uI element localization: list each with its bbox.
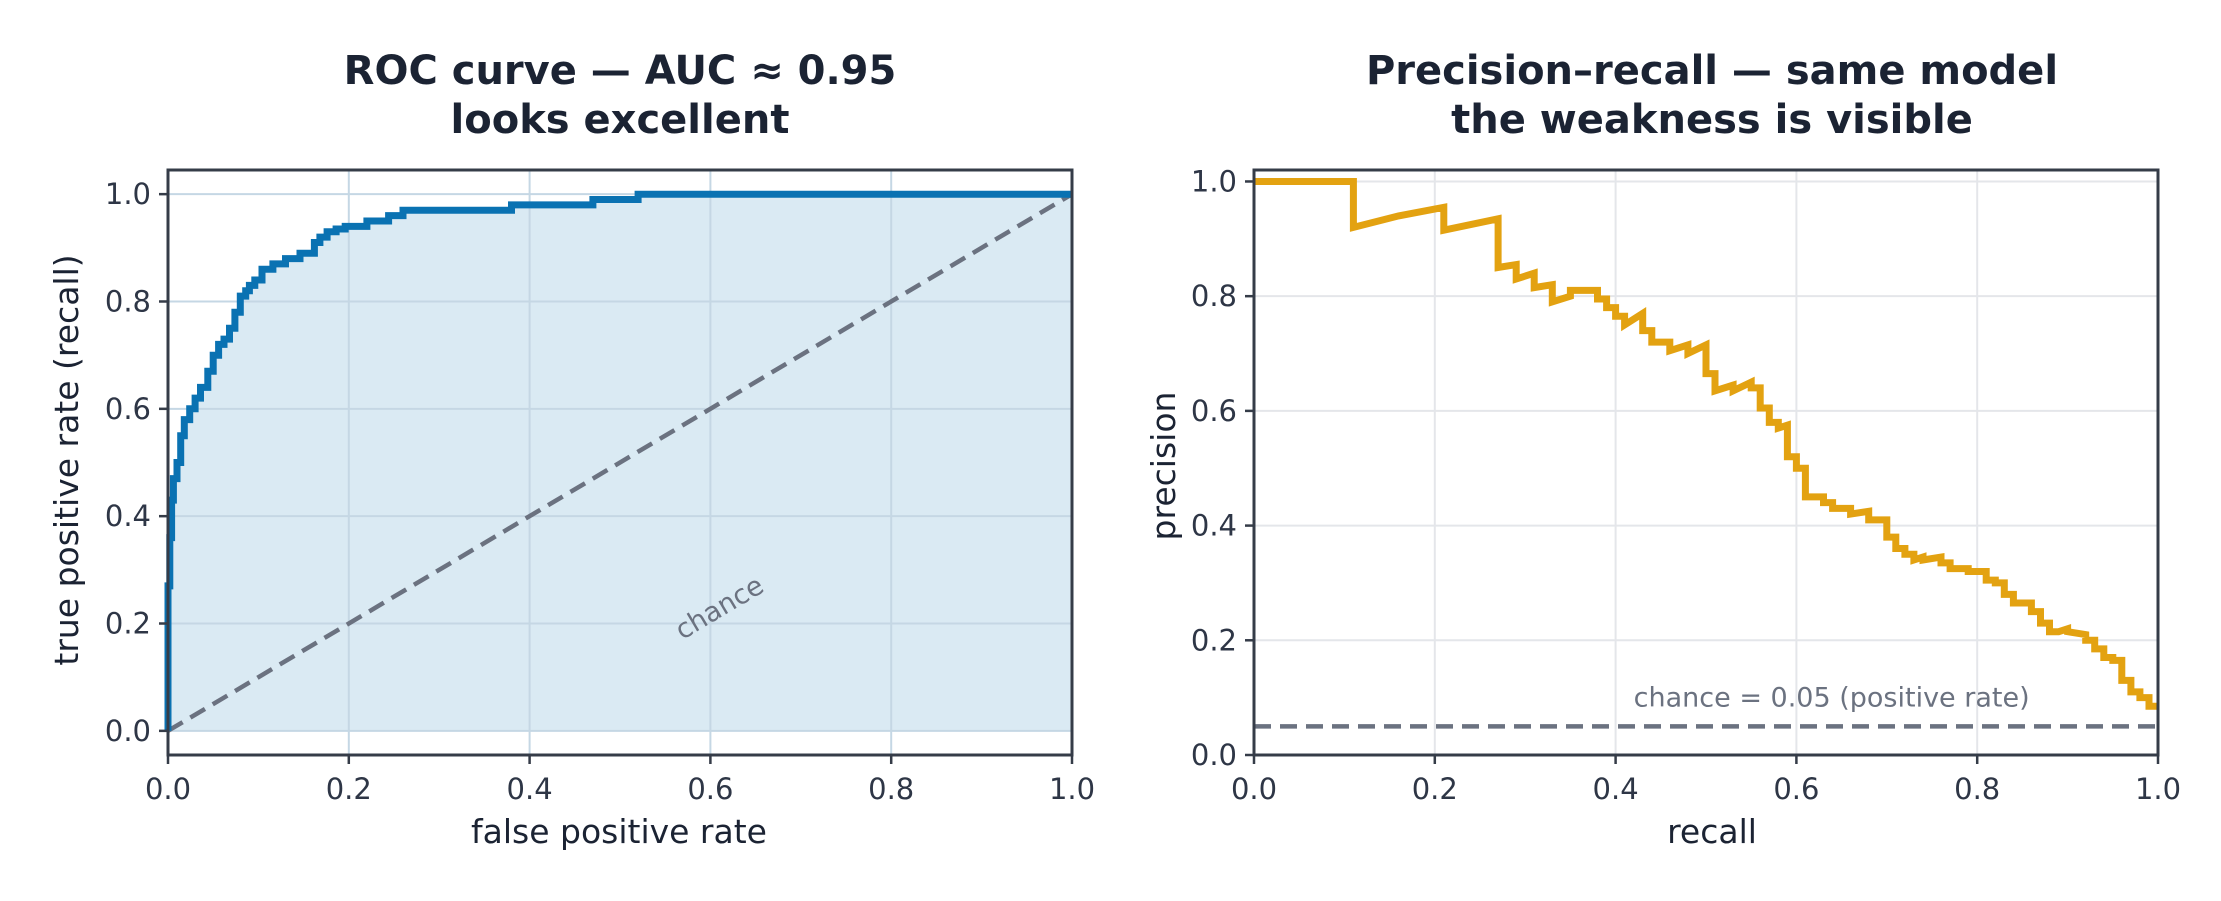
roc-y-axis: 0.0 0.2 0.4 0.6 0.8 1.0 — [105, 177, 168, 748]
y-tick-label: 0.8 — [1191, 279, 1237, 313]
x-tick-label: 0.4 — [1593, 772, 1639, 806]
roc-curve-line — [164, 190, 1072, 731]
x-tick-label: 0.2 — [1412, 772, 1458, 806]
y-tick-label: 0.4 — [1191, 509, 1237, 543]
x-tick-label: 0.6 — [1773, 772, 1819, 806]
pr-x-axis: 0.0 0.2 0.4 0.6 0.8 1.0 — [1231, 755, 2181, 806]
roc-chart: ROC curve — AUC ≈ 0.95 looks excellent c… — [47, 48, 1095, 851]
pr-chance-label: chance = 0.05 (positive rate) — [1634, 682, 2030, 713]
x-tick-label: 0.8 — [868, 772, 914, 806]
pr-gridlines — [1254, 170, 2158, 756]
pr-x-axis-label: recall — [1667, 812, 1757, 851]
roc-x-axis: 0.0 0.2 0.4 0.6 0.8 1.0 — [145, 755, 1095, 806]
roc-plot-frame — [166, 168, 1074, 757]
x-tick-label: 0.0 — [145, 772, 191, 806]
roc-subtitle: looks excellent — [451, 97, 790, 143]
pr-y-axis-label: precision — [1144, 392, 1183, 541]
y-tick-label: 0.2 — [105, 607, 151, 641]
roc-gridlines — [168, 170, 1072, 755]
y-tick-label: 0.8 — [105, 284, 151, 318]
roc-y-axis-label: true positive rate (recall) — [47, 254, 86, 665]
roc-chance-line — [166, 192, 1074, 733]
x-tick-label: 0.4 — [507, 772, 553, 806]
pr-title: Precision–recall — same model — [1366, 48, 2058, 94]
pr-curve-line — [1254, 178, 2158, 710]
y-tick-label: 0.4 — [105, 499, 151, 533]
x-tick-label: 0.6 — [687, 772, 733, 806]
x-tick-label: 0.8 — [1954, 772, 2000, 806]
x-tick-label: 1.0 — [1049, 772, 1095, 806]
y-tick-label: 1.0 — [105, 177, 151, 211]
y-tick-label: 0.0 — [1191, 738, 1237, 772]
pr-plot-frame — [1252, 168, 2160, 757]
x-tick-label: 0.2 — [326, 772, 372, 806]
y-tick-label: 0.0 — [105, 714, 151, 748]
roc-title: ROC curve — AUC ≈ 0.95 — [344, 48, 897, 94]
pr-y-axis: 0.0 0.2 0.4 0.6 0.8 1.0 — [1191, 164, 1254, 772]
y-tick-label: 0.6 — [1191, 394, 1237, 428]
pr-chart: Precision–recall — same model the weakne… — [1144, 48, 2181, 851]
pr-subtitle: the weakness is visible — [1451, 97, 1973, 143]
y-tick-label: 1.0 — [1191, 164, 1237, 198]
roc-x-axis-label: false positive rate — [471, 812, 767, 851]
y-tick-label: 0.2 — [1191, 623, 1237, 657]
y-tick-label: 0.6 — [105, 392, 151, 426]
x-tick-label: 0.0 — [1231, 772, 1277, 806]
x-tick-label: 1.0 — [2135, 772, 2181, 806]
